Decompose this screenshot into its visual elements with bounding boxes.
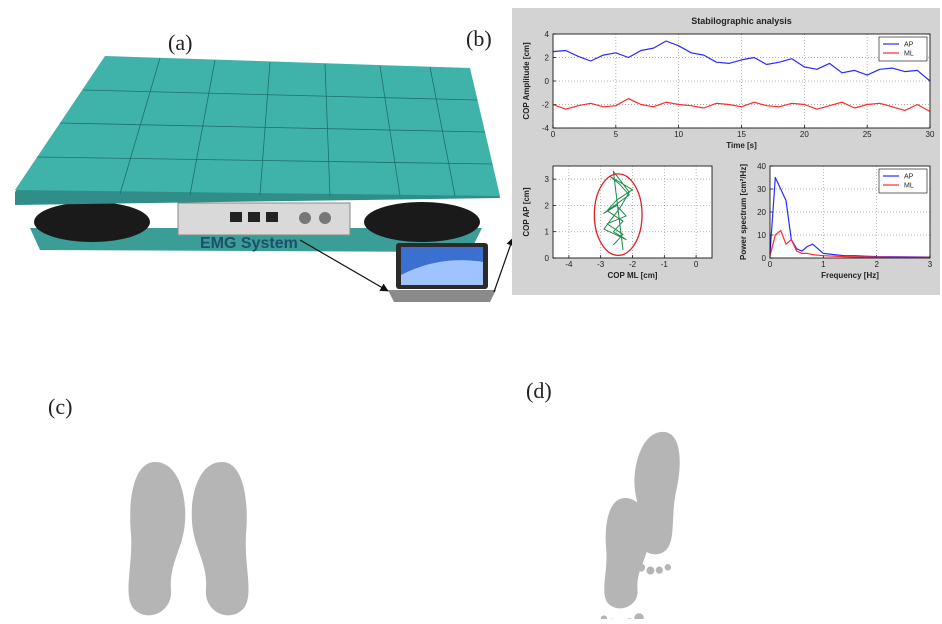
y-tick-label: 2 bbox=[545, 201, 550, 210]
cushion bbox=[34, 202, 150, 242]
port bbox=[230, 212, 242, 222]
panel-label: (a) bbox=[168, 30, 192, 55]
y-tick-label: 30 bbox=[757, 185, 766, 194]
figure: EMG System (a) (b) (c) (d) 051015202530-… bbox=[0, 0, 942, 619]
x-tick-label: 30 bbox=[926, 130, 935, 139]
port bbox=[266, 212, 278, 222]
y-tick-label: 2 bbox=[545, 54, 550, 63]
x-tick-label: 1 bbox=[821, 260, 826, 269]
y-tick-label: -4 bbox=[542, 124, 550, 133]
y-tick-label: 10 bbox=[757, 231, 766, 240]
platform-top bbox=[15, 56, 500, 196]
x-axis-label: Frequency [Hz] bbox=[821, 271, 879, 280]
panel-label: (d) bbox=[526, 378, 552, 403]
legend-label: ML bbox=[904, 51, 914, 58]
footprint bbox=[192, 462, 253, 619]
chart-title: Stabilographic analysis bbox=[691, 16, 792, 26]
y-axis-label: COP AP [cm] bbox=[522, 187, 531, 237]
legend-box bbox=[879, 169, 927, 193]
x-tick-label: 0 bbox=[551, 130, 556, 139]
panel-label: (c) bbox=[48, 394, 72, 419]
y-tick-label: 40 bbox=[757, 162, 766, 171]
x-tick-label: 15 bbox=[737, 130, 746, 139]
x-tick-label: 5 bbox=[614, 130, 619, 139]
legend-box bbox=[879, 37, 927, 61]
y-tick-label: 20 bbox=[757, 208, 766, 217]
panel-label: (b) bbox=[466, 26, 492, 51]
y-tick-label: 0 bbox=[762, 254, 767, 263]
y-axis-label: Power spectrum [cm²/Hz] bbox=[739, 164, 748, 260]
x-tick-label: 0 bbox=[694, 260, 699, 269]
x-tick-label: 2 bbox=[874, 260, 879, 269]
x-tick-label: 10 bbox=[674, 130, 683, 139]
y-tick-label: 0 bbox=[545, 77, 550, 86]
plot-area bbox=[553, 34, 930, 128]
connector bbox=[319, 212, 331, 224]
x-tick-label: -4 bbox=[565, 260, 573, 269]
platform-illustration: EMG System bbox=[15, 56, 500, 252]
y-tick-label: 0 bbox=[545, 254, 550, 263]
port bbox=[248, 212, 260, 222]
legend-label: AP bbox=[904, 174, 914, 181]
arrow bbox=[494, 238, 513, 292]
legend-label: AP bbox=[904, 42, 914, 49]
y-tick-label: 1 bbox=[545, 228, 550, 237]
y-axis-label: COP Amplitude [cm] bbox=[522, 42, 531, 120]
x-axis-label: COP ML [cm] bbox=[608, 271, 658, 280]
x-tick-label: 3 bbox=[928, 260, 933, 269]
x-tick-label: 0 bbox=[768, 260, 773, 269]
laptop bbox=[388, 243, 496, 302]
body: { "panel_labels": ["(a)", "(b)", "(c)", … bbox=[0, 0, 942, 619]
page: Stabilographic figure html, body { margi… bbox=[0, 0, 942, 619]
x-tick-label: -3 bbox=[597, 260, 605, 269]
x-tick-label: -1 bbox=[661, 260, 669, 269]
x-tick-label: -2 bbox=[629, 260, 637, 269]
x-tick-label: 20 bbox=[800, 130, 809, 139]
y-tick-label: 3 bbox=[545, 175, 550, 184]
cushion bbox=[364, 202, 480, 242]
x-axis-label: Time [s] bbox=[726, 141, 757, 150]
y-tick-label: 4 bbox=[545, 30, 550, 39]
footprint bbox=[124, 462, 185, 619]
connector bbox=[299, 212, 311, 224]
y-tick-label: -2 bbox=[542, 101, 550, 110]
platform-brand: EMG System bbox=[200, 235, 298, 252]
x-tick-label: 25 bbox=[863, 130, 872, 139]
legend-label: ML bbox=[904, 183, 914, 190]
